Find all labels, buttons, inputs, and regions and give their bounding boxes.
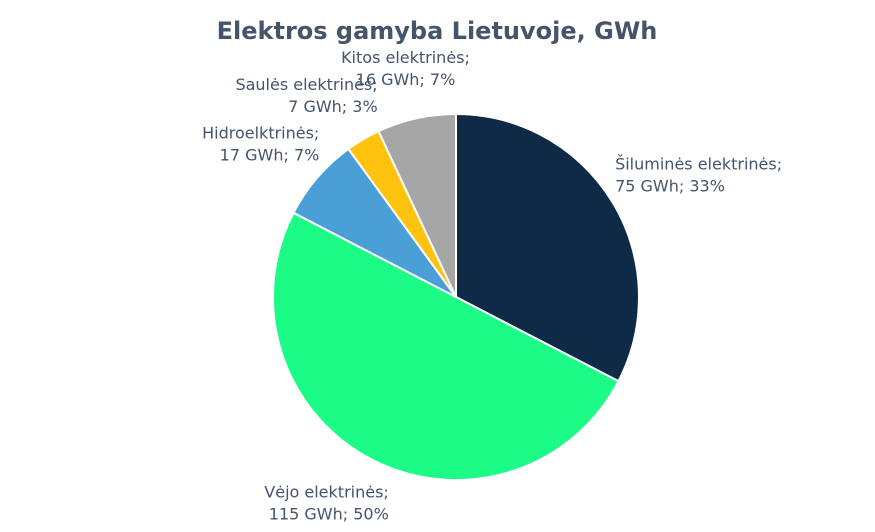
slice-label: Vėjo elektrinės; — [264, 482, 389, 501]
slice-value-label: 17 GWh; 7% — [220, 146, 320, 165]
slice-value-label: 16 GWh; 7% — [356, 70, 456, 89]
pie-slice — [455, 112, 640, 383]
slice-value-label: 75 GWh; 33% — [615, 176, 725, 195]
slice-label: Saulės elektrinės; — [235, 75, 377, 94]
slice-label: Šiluminės elektrinės; — [615, 154, 782, 173]
pie-slice — [272, 211, 620, 481]
chart-title: Elektros gamyba Lietuvoje, GWh — [217, 17, 658, 45]
pie-slice — [377, 112, 457, 298]
slice-label: Kitos elektrinės; — [341, 48, 470, 67]
slice-label: Hidroelktrinės; — [202, 124, 319, 143]
slice-value-label: 7 GWh; 3% — [288, 97, 377, 116]
slice-value-label: 115 GWh; 50% — [269, 504, 389, 523]
